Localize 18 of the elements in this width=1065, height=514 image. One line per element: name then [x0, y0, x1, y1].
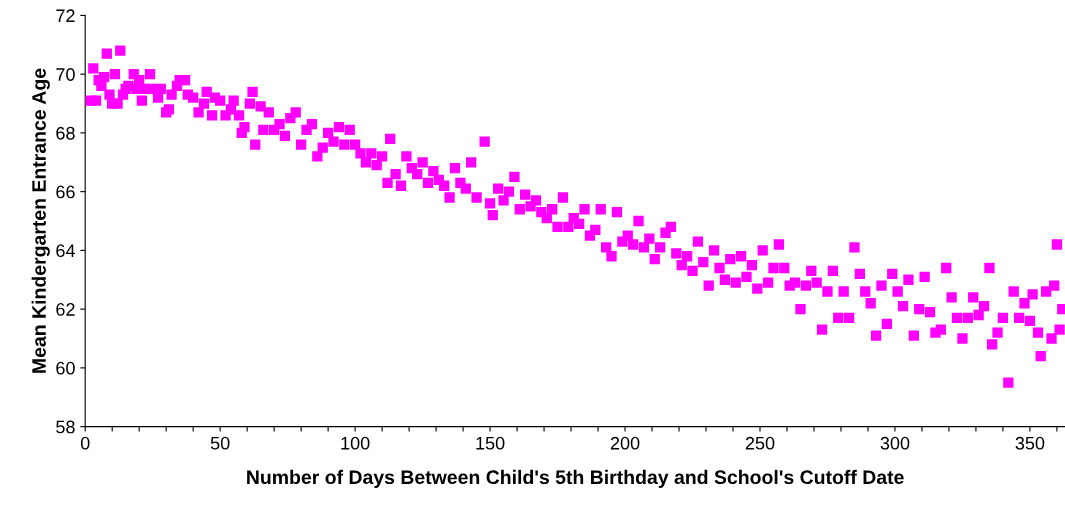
x-tick-label: 200 — [610, 436, 640, 450]
y-tick-label: 70 — [56, 68, 75, 81]
y-tick-label: 72 — [56, 9, 75, 22]
x-tick-label: 0 — [80, 436, 90, 450]
y-tick-label: 62 — [56, 303, 75, 316]
y-tick-label: 66 — [56, 185, 75, 199]
x-tick-label: 50 — [210, 436, 230, 450]
y-tick-label: 68 — [56, 126, 75, 140]
x-axis-title: Number of Days Between Child's 5th Birthday and School's Cutoff Date — [247, 469, 904, 488]
y-axis-title: Mean Kindergarten Entrance Age — [31, 68, 50, 373]
y-tick-label: 58 — [56, 420, 75, 434]
y-tick-label: 60 — [56, 361, 75, 375]
y-tick-label: 64 — [56, 244, 75, 258]
x-tick-label: 350 — [1015, 436, 1045, 450]
x-tick-label: 100 — [341, 436, 370, 450]
x-tick-label: 300 — [880, 436, 910, 450]
x-tick-label: 250 — [745, 436, 775, 450]
x-tick-label: 150 — [476, 436, 505, 450]
